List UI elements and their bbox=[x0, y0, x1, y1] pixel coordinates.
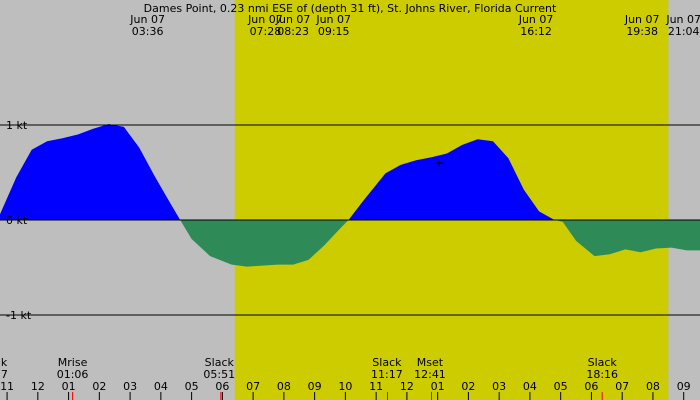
y-tick-label-group: 1 kt 0 kt -1 kt bbox=[6, 119, 32, 322]
top-label-date: Jun 07 bbox=[247, 13, 283, 26]
hour-tick-label: 12 bbox=[31, 380, 45, 393]
hour-tick-label: 03 bbox=[123, 380, 137, 393]
hour-tick-label: 08 bbox=[277, 380, 291, 393]
top-label-date: Jun 07 bbox=[129, 13, 165, 26]
top-label-time: 19:38 bbox=[626, 25, 658, 38]
current-time-marker-group bbox=[435, 159, 444, 167]
ebb-area bbox=[0, 220, 700, 267]
top-label-date: Jun 07 bbox=[275, 13, 311, 26]
top-label-date: Jun 07 bbox=[665, 13, 700, 26]
event-label: Slack bbox=[205, 356, 235, 369]
hour-tick-label: 11 bbox=[0, 380, 14, 393]
hour-tick-label: 09 bbox=[308, 380, 322, 393]
top-label-time: 07:28 bbox=[250, 25, 282, 38]
hour-tick-label: 02 bbox=[461, 380, 475, 393]
event-label: Slack bbox=[588, 356, 618, 369]
event-label: Mrise bbox=[58, 356, 88, 369]
hour-tick-label: 08 bbox=[646, 380, 660, 393]
top-label-time: 03:36 bbox=[132, 25, 164, 38]
hour-tick-label: 11 bbox=[369, 380, 383, 393]
event-time-label: 01:06 bbox=[57, 368, 89, 381]
current-area-group bbox=[0, 124, 700, 267]
event-time-label: 7 bbox=[1, 368, 8, 381]
y-tick-label: -1 kt bbox=[6, 309, 32, 322]
hour-tick-label: 04 bbox=[154, 380, 168, 393]
hour-tick-label: 02 bbox=[92, 380, 106, 393]
hour-tick-label: 12 bbox=[400, 380, 414, 393]
hour-tick-label: 06 bbox=[215, 380, 229, 393]
event-label: k bbox=[1, 356, 8, 369]
top-label-time: 09:15 bbox=[318, 25, 350, 38]
hour-tick-label: 05 bbox=[554, 380, 568, 393]
hour-tick-label: 10 bbox=[338, 380, 352, 393]
hour-tick-label: 04 bbox=[523, 380, 537, 393]
hour-tick-label: 07 bbox=[246, 380, 260, 393]
top-label-time: 08:23 bbox=[277, 25, 309, 38]
event-time-label: 12:41 bbox=[414, 368, 446, 381]
event-label: Mset bbox=[417, 356, 444, 369]
hour-tick-label: 07 bbox=[615, 380, 629, 393]
bottom-event-group: k7Mrise01:06Slack05:51Slack11:17Mset12:4… bbox=[1, 356, 618, 381]
top-label-date: Jun 07 bbox=[315, 13, 351, 26]
hour-tick-label: 01 bbox=[62, 380, 76, 393]
flood-area bbox=[0, 124, 700, 220]
y-tick-label: 1 kt bbox=[6, 119, 28, 132]
event-time-label: 11:17 bbox=[371, 368, 403, 381]
y-tick-label: 0 kt bbox=[6, 214, 28, 227]
chart-title: Dames Point, 0.23 nmi ESE of (depth 31 f… bbox=[144, 2, 557, 15]
top-label-date: Jun 07 bbox=[624, 13, 660, 26]
hour-tick-label: 01 bbox=[431, 380, 445, 393]
gridline-group bbox=[0, 124, 700, 316]
event-label: Slack bbox=[372, 356, 402, 369]
event-time-label: 05:51 bbox=[203, 368, 235, 381]
hour-tick-label: 09 bbox=[677, 380, 691, 393]
hour-tick-label: 05 bbox=[185, 380, 199, 393]
event-time-label: 18:16 bbox=[586, 368, 618, 381]
hour-tick-label: 03 bbox=[492, 380, 506, 393]
top-label-date: Jun 07 bbox=[518, 13, 554, 26]
hour-tick-label: 06 bbox=[584, 380, 598, 393]
hour-tick-group: 11 12 01 02 03 04 05 06 07 08 09 10 11 12 01 02 03 04 05 06… bbox=[0, 380, 691, 400]
top-label-time: 16:12 bbox=[520, 25, 552, 38]
top-label-time: 21:04 bbox=[668, 25, 700, 38]
